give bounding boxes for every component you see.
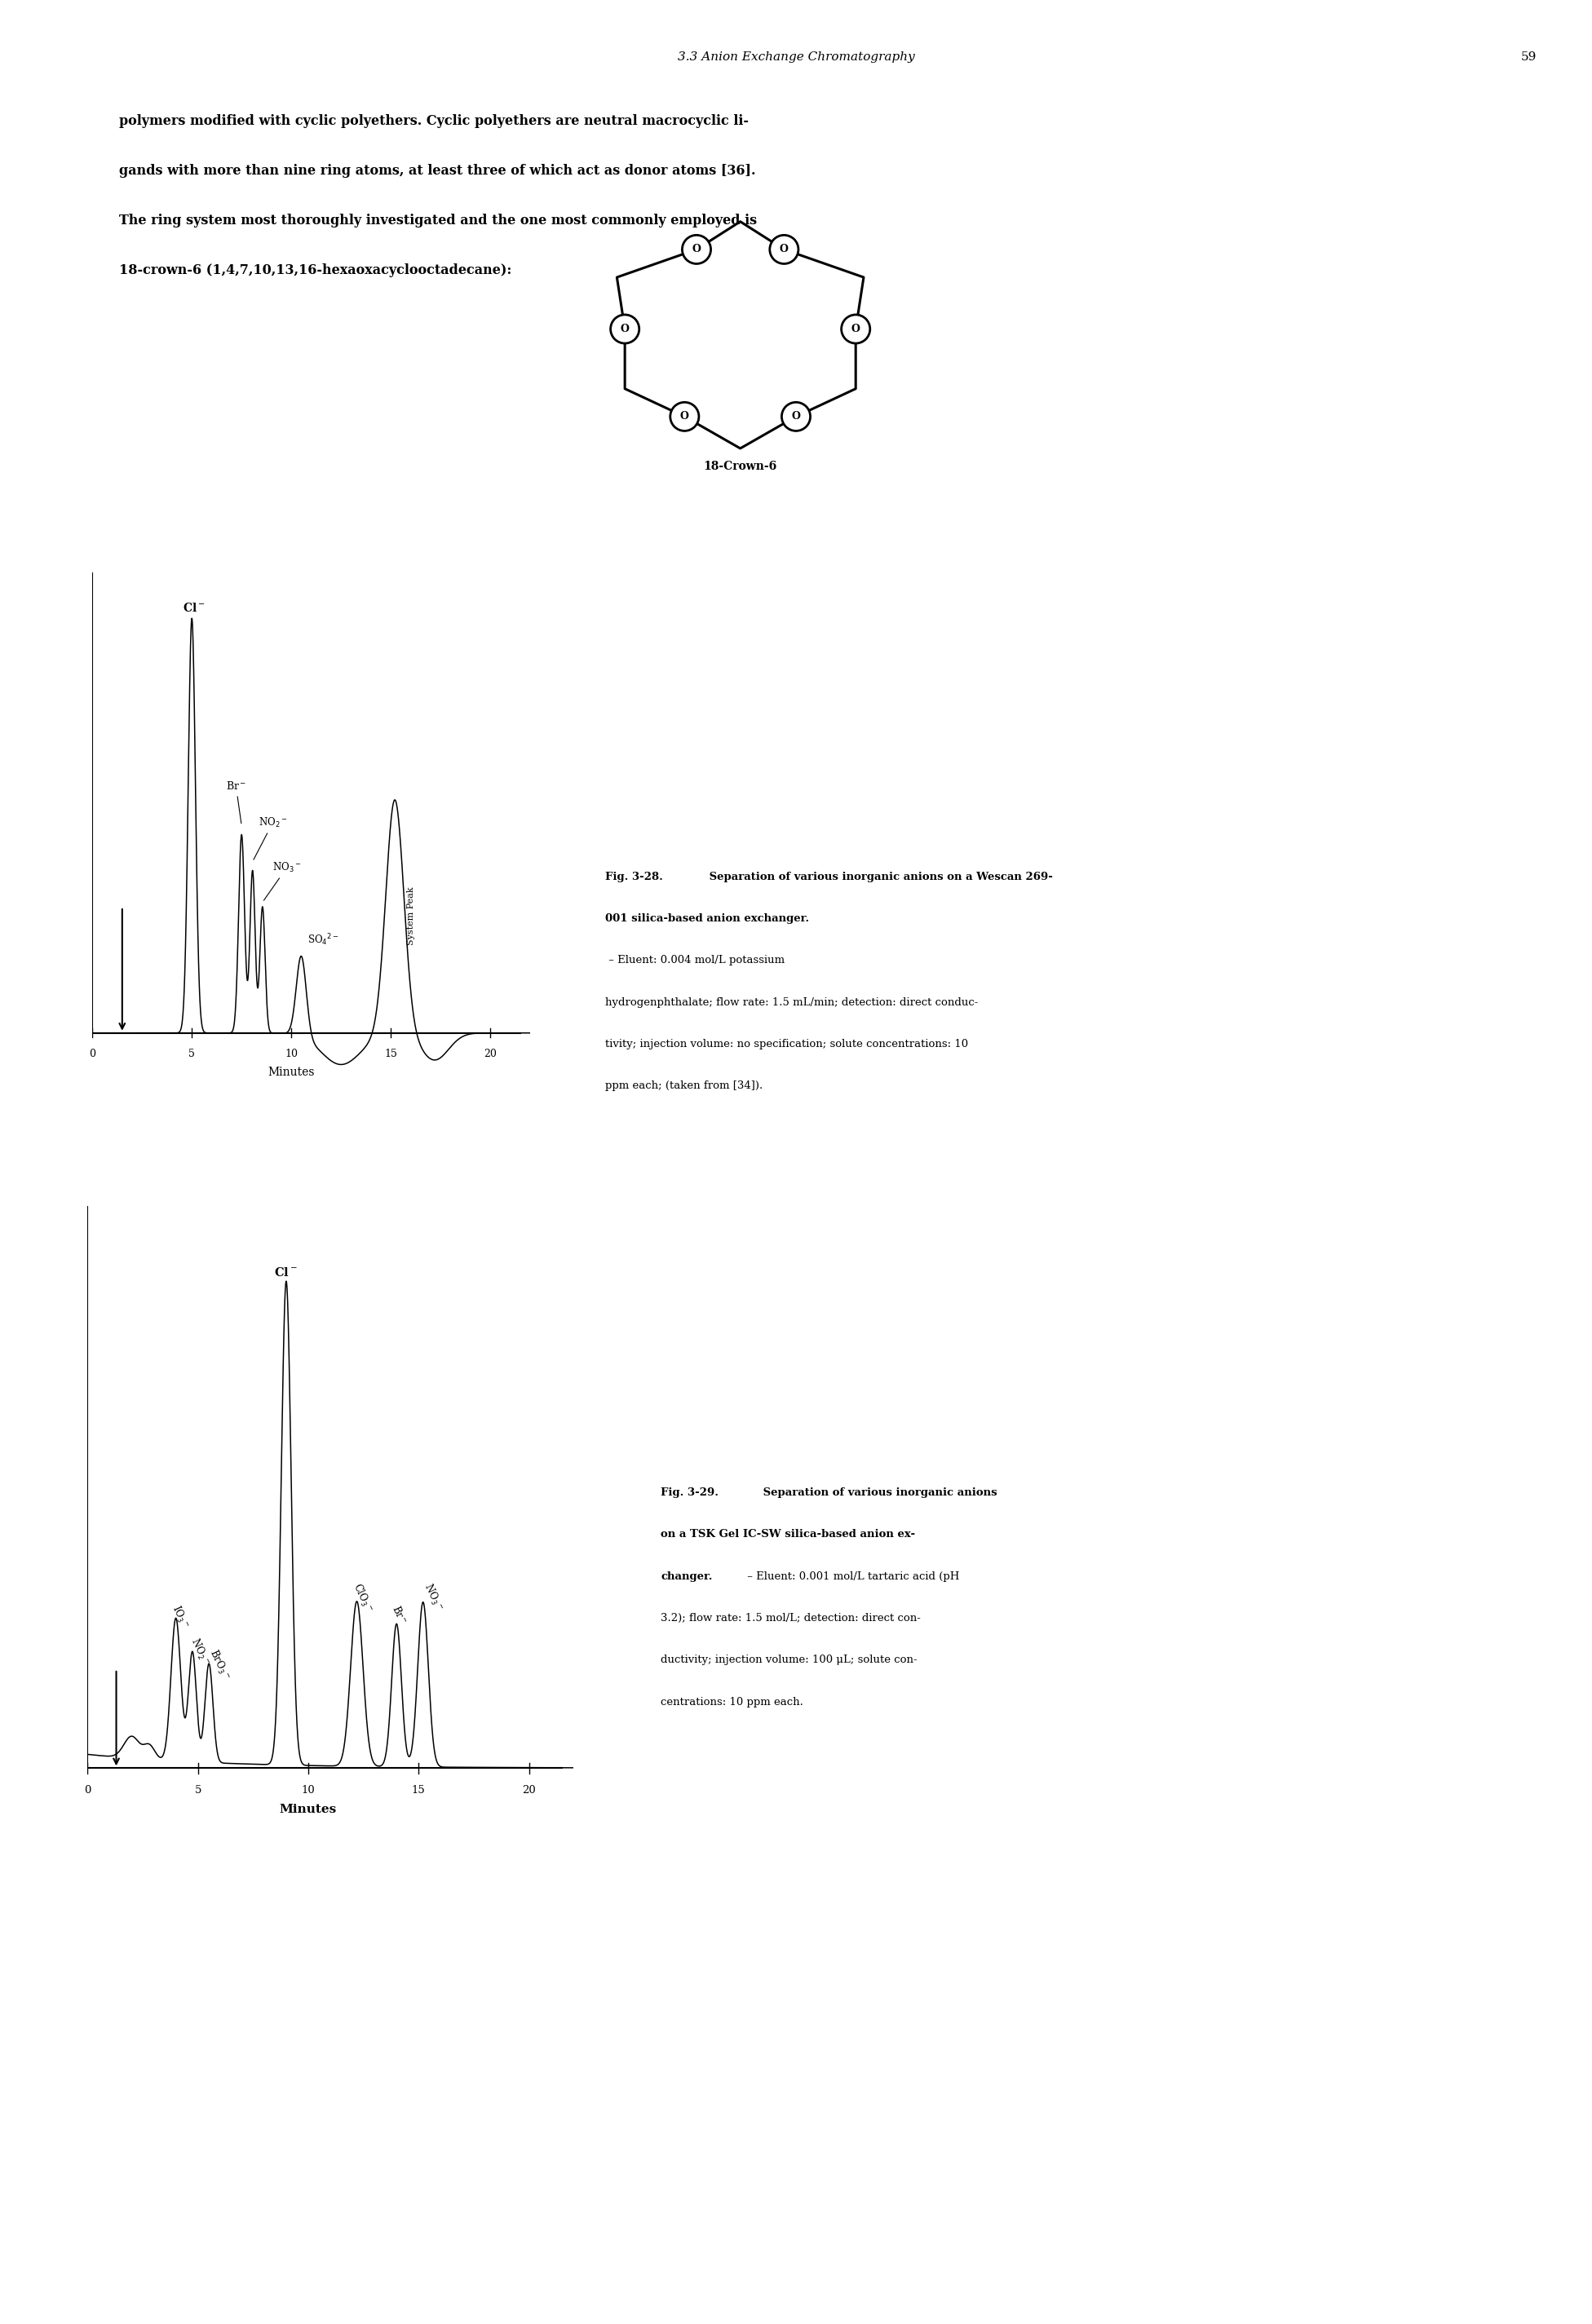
Text: ppm each; (taken from [34]).: ppm each; (taken from [34]). bbox=[605, 1081, 763, 1092]
Text: 001 silica-based anion exchanger.: 001 silica-based anion exchanger. bbox=[605, 913, 809, 925]
Circle shape bbox=[681, 235, 710, 263]
Text: O: O bbox=[780, 244, 788, 256]
Text: tivity; injection volume: no specification; solute concentrations: 10: tivity; injection volume: no specificati… bbox=[605, 1039, 968, 1050]
Text: SO$_4$$^{2-}$: SO$_4$$^{2-}$ bbox=[307, 932, 339, 948]
Text: Minutes: Minutes bbox=[267, 1067, 315, 1078]
Text: The ring system most thoroughly investigated and the one most commonly employed : The ring system most thoroughly investig… bbox=[119, 214, 758, 228]
Text: – Eluent: 0.004 mol/L potassium: – Eluent: 0.004 mol/L potassium bbox=[605, 955, 785, 967]
Text: Separation of various inorganic anions on a Wescan 269-: Separation of various inorganic anions o… bbox=[705, 872, 1052, 883]
Text: O: O bbox=[680, 411, 689, 423]
Circle shape bbox=[841, 314, 869, 344]
Text: 10: 10 bbox=[301, 1785, 315, 1794]
Text: on a TSK Gel IC-SW silica-based anion ex-: on a TSK Gel IC-SW silica-based anion ex… bbox=[661, 1529, 915, 1541]
Text: changer.: changer. bbox=[661, 1571, 713, 1583]
Text: 15: 15 bbox=[412, 1785, 425, 1794]
Text: ductivity; injection volume: 100 μL; solute con-: ductivity; injection volume: 100 μL; sol… bbox=[661, 1655, 917, 1666]
Text: Separation of various inorganic anions: Separation of various inorganic anions bbox=[759, 1487, 997, 1499]
Text: 18-Crown-6: 18-Crown-6 bbox=[704, 460, 777, 472]
Text: 0: 0 bbox=[84, 1785, 91, 1794]
Text: NO$_2$$^-$: NO$_2$$^-$ bbox=[253, 816, 288, 860]
Circle shape bbox=[782, 402, 810, 430]
Text: Fig. 3-28.: Fig. 3-28. bbox=[605, 872, 662, 883]
Text: centrations: 10 ppm each.: centrations: 10 ppm each. bbox=[661, 1697, 804, 1708]
Text: 15: 15 bbox=[384, 1048, 398, 1060]
Text: Br$^-$: Br$^-$ bbox=[226, 781, 247, 823]
Text: polymers modified with cyclic polyethers. Cyclic polyethers are neutral macrocyc: polymers modified with cyclic polyethers… bbox=[119, 114, 748, 128]
Text: O: O bbox=[852, 323, 860, 335]
Text: O: O bbox=[791, 411, 801, 423]
Text: 5: 5 bbox=[188, 1048, 196, 1060]
Text: Cl$^-$: Cl$^-$ bbox=[183, 602, 205, 614]
Text: IO$_3$$^-$: IO$_3$$^-$ bbox=[169, 1604, 191, 1631]
Circle shape bbox=[610, 314, 640, 344]
Text: ClO$_3$$^-$: ClO$_3$$^-$ bbox=[350, 1580, 376, 1615]
Text: – Eluent: 0.001 mol/L tartaric acid (pH: – Eluent: 0.001 mol/L tartaric acid (pH bbox=[743, 1571, 958, 1583]
Text: 20: 20 bbox=[484, 1048, 497, 1060]
Text: BrO$_3$$^-$: BrO$_3$$^-$ bbox=[207, 1648, 232, 1683]
Text: 10: 10 bbox=[285, 1048, 298, 1060]
Text: 20: 20 bbox=[522, 1785, 537, 1794]
Text: System Peak: System Peak bbox=[408, 885, 416, 946]
Text: O: O bbox=[621, 323, 629, 335]
Text: NO$_3$$^-$: NO$_3$$^-$ bbox=[264, 860, 301, 899]
Circle shape bbox=[670, 402, 699, 430]
Text: NO$_3$$^-$: NO$_3$$^-$ bbox=[420, 1580, 444, 1613]
Text: Cl$^-$: Cl$^-$ bbox=[274, 1267, 298, 1278]
Text: 18-crown-6 (1,4,7,10,13,16-hexaoxacyclooctadecane):: 18-crown-6 (1,4,7,10,13,16-hexaoxacycloo… bbox=[119, 265, 513, 277]
Text: 3.3 Anion Exchange Chromatography: 3.3 Anion Exchange Chromatography bbox=[678, 51, 914, 63]
Text: NO$_2$$^-$: NO$_2$$^-$ bbox=[188, 1636, 212, 1669]
Text: O: O bbox=[693, 244, 700, 256]
Text: 3.2); flow rate: 1.5 mol/L; detection: direct con-: 3.2); flow rate: 1.5 mol/L; detection: d… bbox=[661, 1613, 920, 1624]
Text: gands with more than nine ring atoms, at least three of which act as donor atoms: gands with more than nine ring atoms, at… bbox=[119, 165, 756, 177]
Text: 0: 0 bbox=[89, 1048, 96, 1060]
Circle shape bbox=[769, 235, 798, 263]
Text: Minutes: Minutes bbox=[280, 1803, 338, 1815]
Text: Br$^-$: Br$^-$ bbox=[390, 1604, 409, 1627]
Text: hydrogenphthalate; flow rate: 1.5 mL/min; detection: direct conduc-: hydrogenphthalate; flow rate: 1.5 mL/min… bbox=[605, 997, 977, 1009]
Text: 59: 59 bbox=[1520, 51, 1536, 63]
Text: 5: 5 bbox=[194, 1785, 201, 1794]
Text: Fig. 3-29.: Fig. 3-29. bbox=[661, 1487, 718, 1499]
